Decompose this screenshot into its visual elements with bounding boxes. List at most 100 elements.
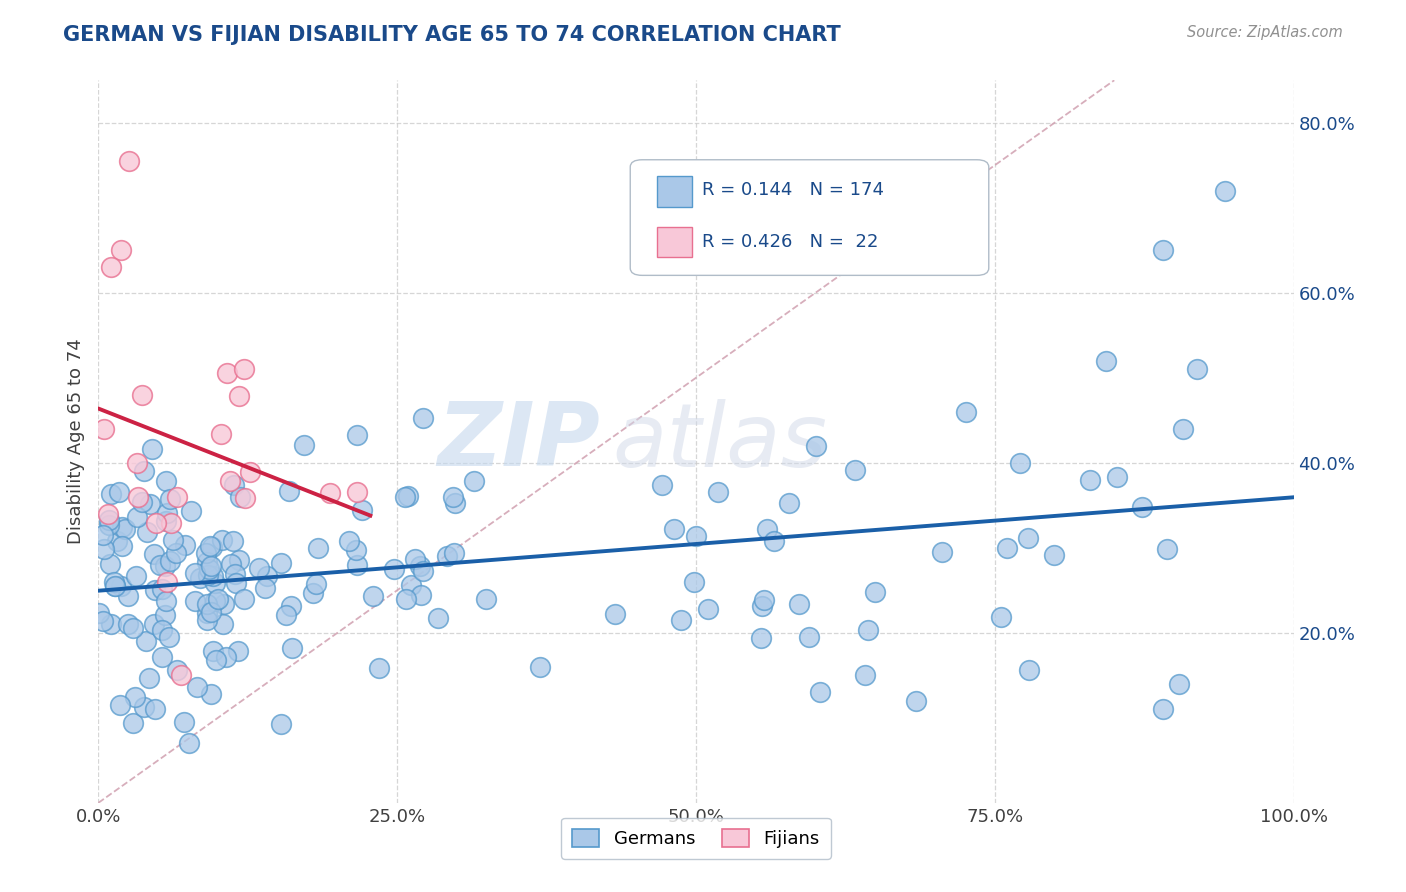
- Point: [143, 547, 166, 561]
- Point: [139, 497, 162, 511]
- Text: Source: ZipAtlas.com: Source: ZipAtlas.com: [1187, 25, 1343, 40]
- Point: [856, 623, 879, 637]
- Point: [409, 588, 432, 602]
- Point: [808, 685, 831, 699]
- Point: [361, 589, 384, 603]
- Point: [350, 502, 373, 516]
- Point: [475, 592, 498, 607]
- Text: GERMAN VS FIJIAN DISABILITY AGE 65 TO 74 CORRELATION CHART: GERMAN VS FIJIAN DISABILITY AGE 65 TO 74…: [63, 25, 841, 45]
- Point: [143, 583, 166, 598]
- Point: [111, 520, 134, 534]
- Point: [1152, 702, 1174, 716]
- Point: [395, 591, 418, 606]
- Point: [270, 556, 292, 570]
- Point: [93, 422, 115, 436]
- Point: [346, 428, 368, 442]
- Point: [131, 388, 153, 402]
- Point: [276, 608, 298, 623]
- Point: [1018, 663, 1040, 677]
- Point: [749, 632, 772, 646]
- Point: [186, 680, 208, 694]
- Point: [292, 438, 315, 452]
- Point: [346, 542, 368, 557]
- Point: [155, 474, 177, 488]
- Point: [103, 575, 125, 590]
- Point: [122, 621, 145, 635]
- Point: [125, 510, 148, 524]
- Point: [97, 513, 120, 527]
- Point: [443, 496, 465, 510]
- Point: [346, 558, 368, 572]
- Point: [1042, 548, 1064, 562]
- Point: [153, 558, 176, 573]
- Point: [143, 702, 166, 716]
- Point: [127, 490, 149, 504]
- Point: [108, 698, 131, 712]
- Point: [399, 578, 422, 592]
- Point: [166, 491, 188, 505]
- Point: [226, 644, 249, 658]
- Point: [212, 616, 235, 631]
- Point: [162, 533, 184, 547]
- Point: [124, 569, 146, 583]
- Point: [195, 555, 218, 569]
- Point: [131, 495, 153, 509]
- Point: [441, 490, 464, 504]
- Point: [277, 483, 299, 498]
- Point: [346, 485, 368, 500]
- Point: [170, 668, 193, 682]
- Point: [603, 607, 626, 622]
- Point: [412, 411, 434, 425]
- Point: [159, 491, 181, 506]
- Point: [671, 613, 693, 627]
- Point: [87, 606, 110, 620]
- Point: [1130, 500, 1153, 514]
- Point: [110, 579, 132, 593]
- Point: [233, 361, 256, 376]
- Point: [256, 568, 278, 582]
- Point: [1010, 456, 1032, 470]
- Point: [228, 553, 250, 567]
- Point: [995, 541, 1018, 556]
- Point: [382, 562, 405, 576]
- Point: [150, 624, 173, 638]
- Point: [763, 533, 786, 548]
- Point: [202, 644, 225, 658]
- Point: [844, 463, 866, 477]
- Point: [804, 440, 827, 454]
- FancyBboxPatch shape: [630, 160, 988, 276]
- Point: [270, 717, 292, 731]
- Point: [280, 599, 302, 613]
- Point: [204, 576, 226, 591]
- Point: [319, 486, 342, 500]
- Point: [955, 405, 977, 419]
- Point: [211, 533, 233, 547]
- Point: [706, 485, 728, 500]
- Point: [122, 716, 145, 731]
- Legend: Germans, Fijians: Germans, Fijians: [561, 818, 831, 859]
- Point: [426, 611, 449, 625]
- Point: [396, 489, 419, 503]
- Point: [141, 442, 163, 456]
- Point: [91, 614, 114, 628]
- Point: [143, 616, 166, 631]
- Point: [207, 592, 229, 607]
- Point: [155, 593, 177, 607]
- Point: [156, 506, 179, 520]
- Point: [529, 660, 551, 674]
- Text: R = 0.144   N = 174: R = 0.144 N = 174: [702, 181, 884, 199]
- Point: [145, 516, 167, 530]
- Text: ZIP: ZIP: [437, 398, 600, 485]
- Point: [195, 606, 218, 620]
- Point: [651, 478, 673, 492]
- Point: [198, 539, 221, 553]
- Point: [787, 597, 810, 611]
- Point: [180, 504, 202, 518]
- Point: [124, 690, 146, 704]
- Y-axis label: Disability Age 65 to 74: Disability Age 65 to 74: [66, 339, 84, 544]
- Point: [202, 569, 225, 583]
- Point: [91, 528, 114, 542]
- Point: [233, 491, 256, 505]
- Point: [221, 534, 243, 549]
- Point: [93, 541, 115, 556]
